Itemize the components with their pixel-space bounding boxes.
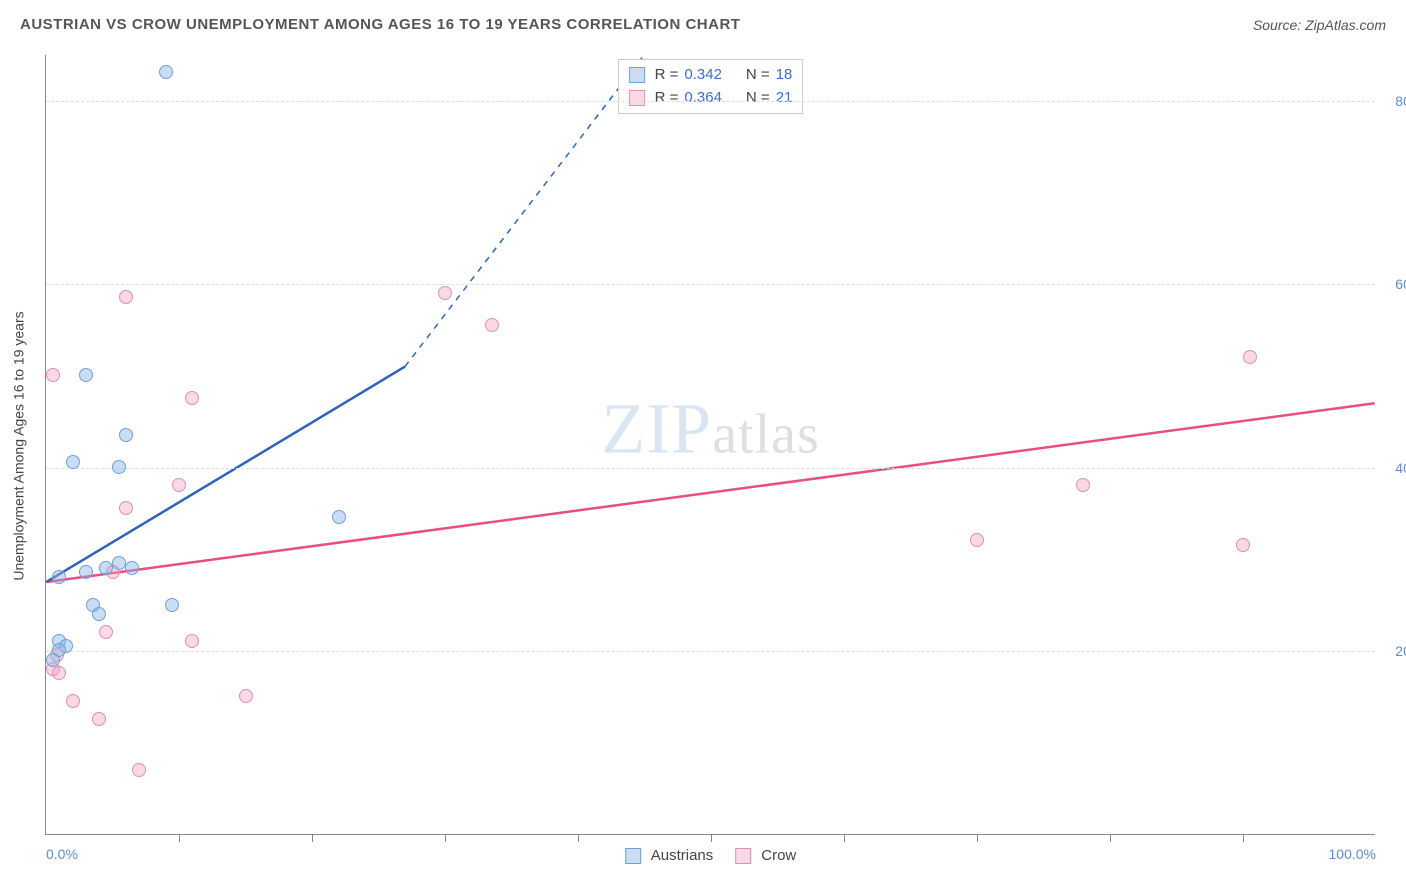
y-tick-label: 40.0%	[1395, 460, 1406, 476]
r-value-austrians: 0.342	[684, 64, 722, 87]
r-label: R =	[655, 87, 679, 110]
legend-swatch-austrians	[625, 848, 641, 864]
x-tick	[977, 834, 978, 842]
y-axis-label: Unemployment Among Ages 16 to 19 years	[11, 311, 27, 580]
correlation-stats-box: R = 0.342 N = 18 R = 0.364 N = 21	[618, 59, 804, 114]
crow-point	[46, 368, 60, 382]
r-value-crow: 0.364	[684, 87, 722, 110]
n-label: N =	[746, 64, 770, 87]
n-label: N =	[746, 87, 770, 110]
legend-item-austrians: Austrians	[625, 847, 714, 864]
austrians-point	[46, 653, 60, 667]
swatch-austrians	[629, 67, 645, 83]
crow-point	[119, 290, 133, 304]
gridline-h	[46, 284, 1375, 285]
austrians-point	[332, 510, 346, 524]
x-tick	[1110, 834, 1111, 842]
austrians-point	[79, 565, 93, 579]
austrians-point	[119, 428, 133, 442]
x-tick	[312, 834, 313, 842]
x-tick	[1243, 834, 1244, 842]
gridline-h	[46, 101, 1375, 102]
crow-point	[1243, 350, 1257, 364]
austrians-point	[99, 561, 113, 575]
austrians-point	[112, 556, 126, 570]
austrians-point	[92, 607, 106, 621]
crow-point	[172, 478, 186, 492]
gridline-h	[46, 651, 1375, 652]
source-label: Source: ZipAtlas.com	[1253, 17, 1386, 33]
crow-point	[970, 533, 984, 547]
n-value-austrians: 18	[776, 64, 793, 87]
crow-point	[92, 712, 106, 726]
legend-label-austrians: Austrians	[651, 847, 714, 864]
legend-swatch-crow	[735, 848, 751, 864]
chart-title: AUSTRIAN VS CROW UNEMPLOYMENT AMONG AGES…	[20, 16, 740, 33]
n-value-crow: 21	[776, 87, 793, 110]
chart-plot-area: ZIPatlas R = 0.342N = 18R = 0.364N = 21 …	[45, 55, 1375, 835]
x-tick	[578, 834, 579, 842]
y-tick-label: 60.0%	[1395, 276, 1406, 292]
austrians-point	[159, 65, 173, 79]
trend-lines-layer	[46, 55, 1375, 834]
crow-point	[239, 689, 253, 703]
crow-point	[52, 666, 66, 680]
stats-row-austrians: R = 0.342 N = 18	[629, 64, 793, 87]
x-tick	[711, 834, 712, 842]
gridline-h	[46, 468, 1375, 469]
x-tick	[445, 834, 446, 842]
austrians-point	[112, 460, 126, 474]
y-tick-label: 20.0%	[1395, 643, 1406, 659]
crow-point	[485, 318, 499, 332]
swatch-crow	[629, 90, 645, 106]
r-label: R =	[655, 64, 679, 87]
austrians-point	[125, 561, 139, 575]
x-tick	[844, 834, 845, 842]
y-tick-label: 80.0%	[1395, 93, 1406, 109]
crow-point	[99, 625, 113, 639]
legend-label-crow: Crow	[761, 847, 796, 864]
crow-point	[132, 763, 146, 777]
stats-row-crow: R = 0.364 N = 21	[629, 87, 793, 110]
crow-point	[1076, 478, 1090, 492]
austrians-point	[66, 455, 80, 469]
x-tick-label: 0.0%	[46, 846, 78, 862]
crow-point	[185, 634, 199, 648]
austrians-point	[79, 368, 93, 382]
x-tick-label: 100.0%	[1329, 846, 1376, 862]
crow-point	[185, 391, 199, 405]
austrians-point	[52, 570, 66, 584]
crow-point	[119, 501, 133, 515]
trend-line	[46, 367, 405, 582]
austrians-point	[165, 598, 179, 612]
trend-line	[46, 403, 1374, 582]
series-legend: Austrians Crow	[625, 847, 797, 864]
crow-point	[438, 286, 452, 300]
crow-point	[1236, 538, 1250, 552]
legend-item-crow: Crow	[735, 847, 796, 864]
crow-point	[66, 694, 80, 708]
x-tick	[179, 834, 180, 842]
